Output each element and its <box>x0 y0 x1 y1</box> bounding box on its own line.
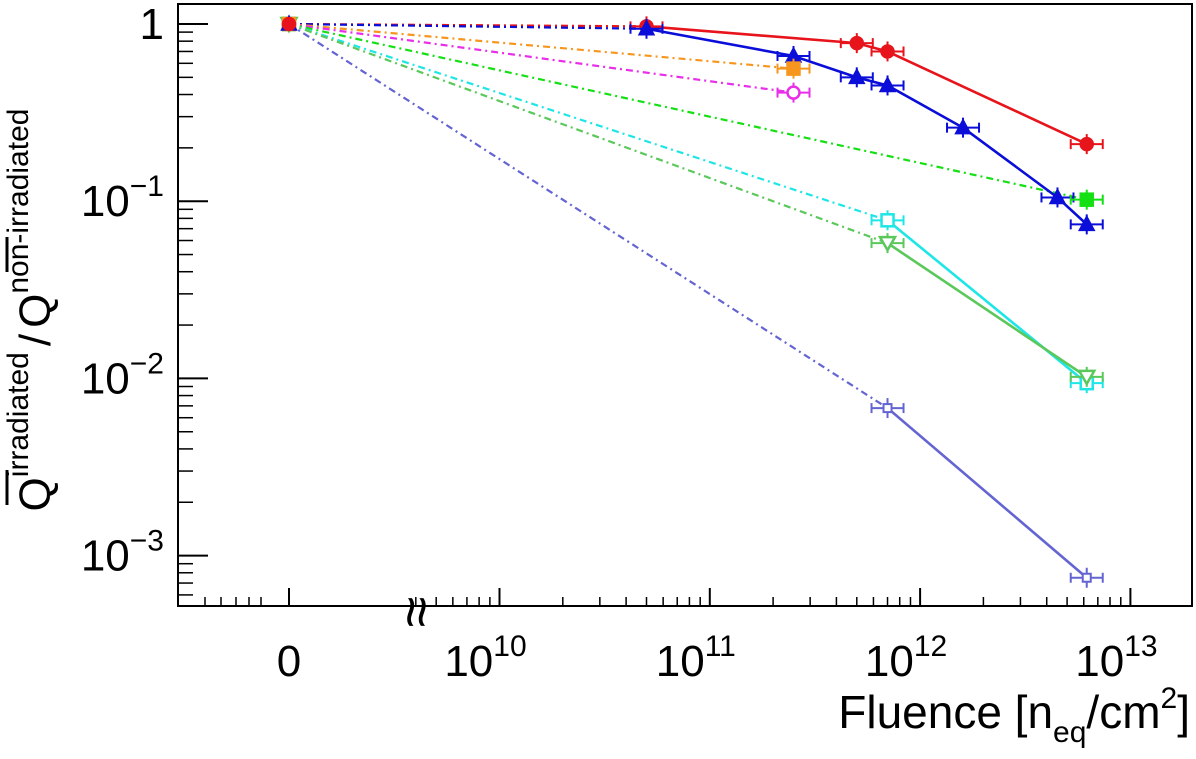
series-line-lightgreen <box>886 242 1088 378</box>
y-label-slash: / <box>11 333 60 346</box>
data-point <box>1081 572 1092 583</box>
x-tick-exp: 12 <box>914 630 947 663</box>
data-point <box>877 235 898 253</box>
x-tick-exp: 10 <box>493 630 526 663</box>
y-tick-base: 10 <box>81 354 130 403</box>
y-tick-base: 10 <box>81 177 130 226</box>
series-line-blue <box>646 27 1088 226</box>
data-point <box>1079 192 1094 207</box>
data-point <box>882 403 893 414</box>
zero-connector-slateblue <box>288 23 889 410</box>
series-line-cyan <box>886 219 1088 385</box>
x-tick-label: 1012 <box>865 630 947 686</box>
y-tick-exp: −1 <box>130 170 164 203</box>
y-tick-exp: −3 <box>130 525 164 558</box>
zero-connector-green <box>288 22 1087 201</box>
x-tick-base: 10 <box>1075 637 1124 686</box>
series-layer <box>279 14 1104 588</box>
x-label-sup: 2 <box>1161 682 1178 715</box>
y-label-q1: Q <box>11 477 60 511</box>
data-point <box>954 118 972 135</box>
series-red <box>629 16 1104 155</box>
zero-reference-markers <box>279 14 299 34</box>
zero-connector-magenta <box>288 22 794 94</box>
y-tick-label: 10−2 <box>81 347 164 403</box>
y-tick-base: 10 <box>81 532 130 581</box>
series-blue <box>629 18 1104 235</box>
x-tick-label: 1010 <box>444 630 526 686</box>
data-point <box>281 16 297 32</box>
zero-connector-layer <box>288 22 1087 410</box>
series-magenta <box>776 82 811 103</box>
x-tick-label: 1011 <box>656 630 736 686</box>
x-tick-base: 10 <box>656 637 705 686</box>
y-tick-exp: −2 <box>130 347 164 380</box>
x-tick-base: 10 <box>444 637 493 686</box>
data-point <box>1077 214 1096 232</box>
plot-frame <box>177 3 1193 607</box>
x-tick-exp: 11 <box>705 630 736 663</box>
y-axis-label: Qirradiated/Qnon-irradiated <box>2 109 60 512</box>
data-point <box>880 213 895 228</box>
axis-break-symbol: ≈ <box>386 597 449 628</box>
y-tick-label: 10−1 <box>81 170 164 226</box>
y-label-irr: irradiated <box>2 352 35 477</box>
x-axis-label: Fluence [neq/cm2] <box>838 682 1190 749</box>
x-label-main: Fluence [n <box>838 686 1053 738</box>
data-point <box>1079 136 1094 152</box>
series-lightgreen <box>870 233 1104 387</box>
svg-text:Qirradiated/Qnon-irradiated: Qirradiated/Qnon-irradiated <box>2 109 60 512</box>
data-point <box>880 44 895 59</box>
y-tick-label: 10−3 <box>81 525 164 581</box>
x-tick-label: 0 <box>277 637 301 686</box>
zero-connector-cyan <box>288 22 888 222</box>
data-point <box>878 75 897 93</box>
zero-connector-orange <box>288 22 794 70</box>
x-label-end: ] <box>1177 686 1190 738</box>
x-label-mid: /cm <box>1086 686 1160 738</box>
y-tick-label: 1 <box>140 0 164 49</box>
plot-frame-layer <box>177 3 1193 607</box>
data-point <box>637 19 656 36</box>
series-green <box>1069 189 1104 210</box>
x-tick-base: 10 <box>865 637 914 686</box>
data-point <box>786 61 801 76</box>
x-tick-exp: 13 <box>1124 630 1157 663</box>
series-slateblue <box>870 398 1104 588</box>
data-point <box>786 85 801 100</box>
series-line-slateblue <box>886 407 1088 579</box>
data-point <box>848 67 866 85</box>
data-point <box>1048 187 1067 205</box>
data-point <box>1077 369 1097 387</box>
y-label-q2: Q <box>11 294 60 328</box>
zero-connector-lightgreen <box>288 22 888 245</box>
series-orange <box>776 58 811 79</box>
data-point <box>849 35 865 51</box>
x-tick-label: 1013 <box>1075 630 1157 686</box>
x-label-sub: eq <box>1053 716 1086 749</box>
